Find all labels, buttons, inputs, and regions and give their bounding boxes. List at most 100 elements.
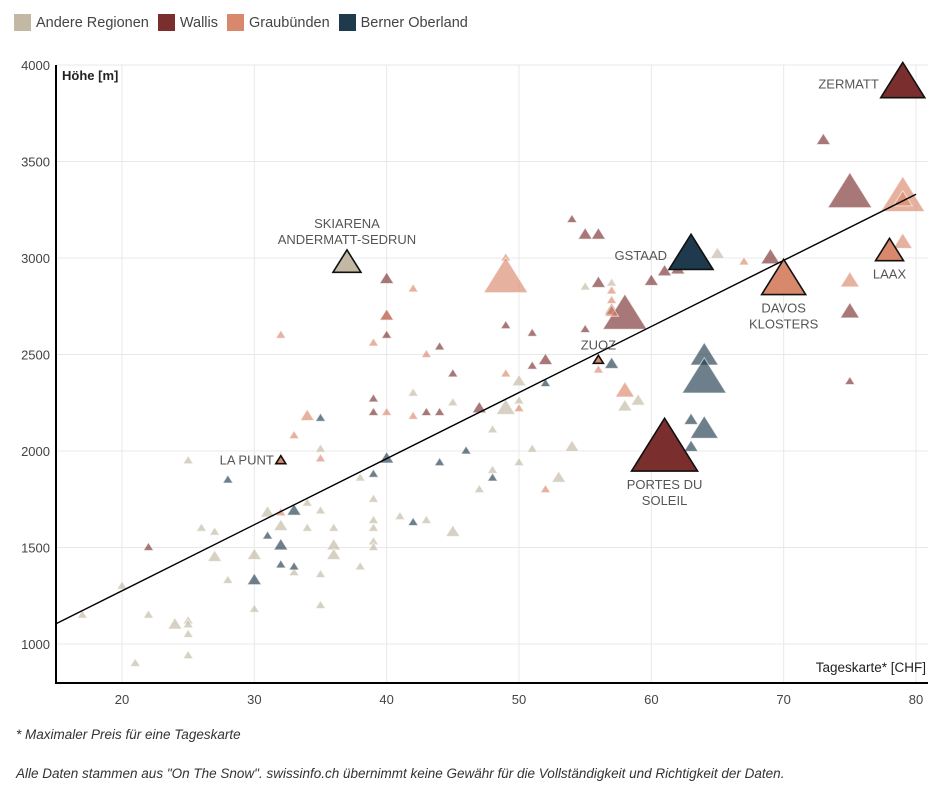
data-point[interactable] [499,319,512,330]
data-point[interactable] [683,439,699,452]
highlighted-point[interactable] [874,236,905,262]
data-point[interactable] [420,514,433,525]
data-point[interactable] [592,364,605,374]
highlighted-point[interactable] [760,257,808,296]
data-point[interactable] [182,618,195,629]
highlighted-point[interactable] [591,353,605,365]
data-point[interactable] [182,649,195,660]
data-point[interactable] [738,255,750,266]
data-point[interactable] [367,406,380,416]
data-point[interactable] [367,468,380,478]
data-point[interactable] [444,524,461,537]
data-point[interactable] [314,599,327,609]
data-point[interactable] [378,308,395,321]
legend-item-berner-oberland[interactable]: Berner Oberland [338,14,468,31]
data-point[interactable] [274,329,287,339]
data-point[interactable] [221,574,234,584]
highlighted-point[interactable] [274,454,288,465]
data-point[interactable] [142,609,155,619]
data-point[interactable] [195,522,208,532]
data-point[interactable] [709,246,726,259]
data-point[interactable] [683,412,699,425]
data-point[interactable] [473,483,486,494]
data-point[interactable] [433,340,446,351]
data-point[interactable] [288,560,300,571]
data-point[interactable] [129,657,142,667]
data-point[interactable] [420,348,433,359]
data-point[interactable] [681,356,728,394]
data-point[interactable] [446,367,459,378]
data-point[interactable] [367,337,380,347]
data-point[interactable] [643,273,660,286]
data-point[interactable] [314,412,327,422]
highlighted-point[interactable] [331,248,363,274]
data-point[interactable] [407,410,420,420]
data-point[interactable] [76,609,89,619]
data-point[interactable] [407,282,420,293]
data-point[interactable] [526,443,539,453]
data-point[interactable] [564,439,580,452]
data-point[interactable] [314,452,327,463]
data-point[interactable] [839,301,861,319]
legend-item-graubuenden[interactable]: Graubünden [227,14,330,31]
data-point[interactable] [590,275,607,288]
data-point[interactable] [272,537,289,551]
data-point[interactable] [815,132,832,146]
data-point[interactable] [689,414,720,439]
data-point[interactable] [367,493,380,503]
data-point[interactable] [526,360,539,370]
data-point[interactable] [433,456,446,467]
data-point[interactable] [208,526,221,536]
data-point[interactable] [407,516,420,526]
data-point[interactable] [274,558,287,569]
data-point[interactable] [314,443,327,453]
legend-item-wallis[interactable]: Wallis [157,14,218,31]
data-point[interactable] [513,456,525,467]
data-point[interactable] [446,396,459,407]
data-point[interactable] [537,352,554,366]
data-point[interactable] [393,510,406,521]
data-point[interactable] [420,406,433,416]
data-point[interactable] [577,226,594,240]
data-point[interactable] [513,402,525,413]
highlighted-point[interactable] [879,60,927,99]
data-point[interactable] [272,518,289,532]
legend-item-andere-regionen[interactable]: Andere Regionen [14,14,149,31]
data-point[interactable] [116,580,128,590]
data-point[interactable] [380,329,393,339]
data-point[interactable] [314,568,327,579]
data-point[interactable] [511,373,527,387]
data-point[interactable] [760,247,781,265]
data-point[interactable] [286,502,302,516]
data-point[interactable] [206,549,223,562]
data-point[interactable] [367,541,380,552]
data-point[interactable] [486,423,499,434]
data-point[interactable] [839,270,861,288]
data-point[interactable] [526,327,539,337]
data-point[interactable] [301,497,314,507]
data-point[interactable] [288,566,300,577]
data-point[interactable] [299,408,316,422]
data-point[interactable] [590,226,607,240]
data-point[interactable] [614,380,636,398]
data-point[interactable] [261,530,274,540]
data-point[interactable] [630,392,647,406]
data-point[interactable] [471,400,488,414]
highlighted-point[interactable] [667,232,715,271]
data-point[interactable] [605,294,618,304]
data-point[interactable] [605,284,618,295]
data-point[interactable] [460,445,472,455]
data-point[interactable] [495,398,517,415]
data-point[interactable] [539,377,552,387]
data-point[interactable] [499,367,512,378]
data-point[interactable] [486,472,499,482]
data-point[interactable] [482,256,529,294]
data-point[interactable] [221,474,234,484]
data-point[interactable] [182,454,195,465]
data-point[interactable] [603,356,620,369]
data-point[interactable] [539,483,552,494]
data-point[interactable] [892,232,914,249]
data-point[interactable] [550,470,567,483]
data-point[interactable] [325,547,342,560]
data-point[interactable] [167,616,183,630]
